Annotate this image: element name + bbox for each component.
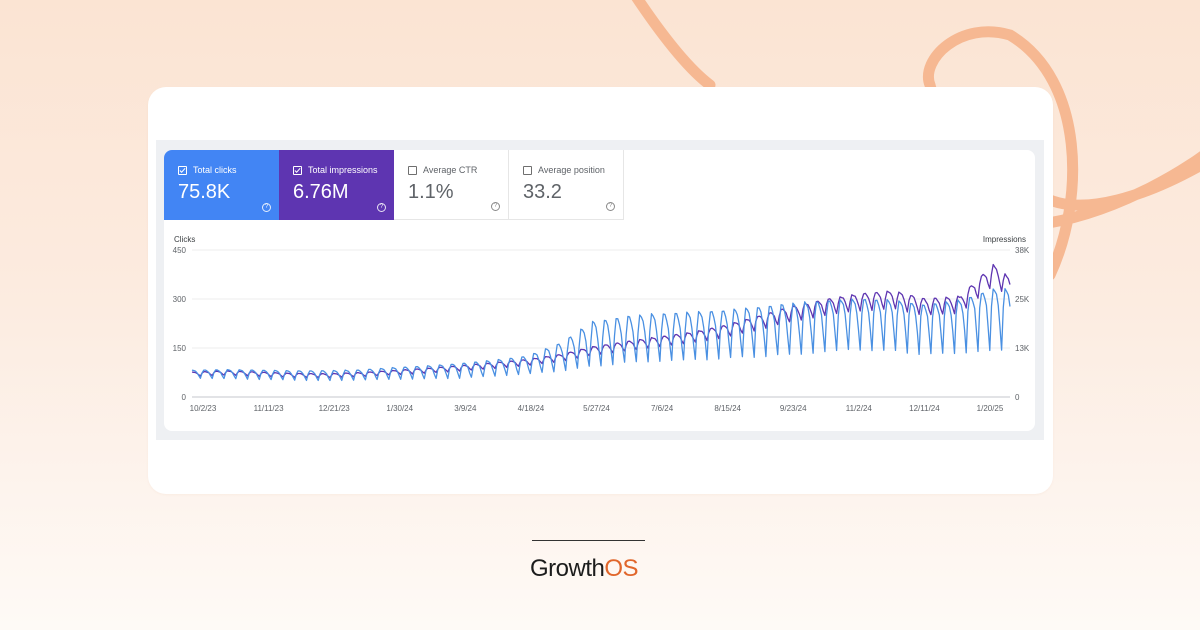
metric-value: 75.8K xyxy=(178,181,231,203)
x-axis-tick: 11/2/24 xyxy=(846,404,873,413)
metric-label: Average CTR xyxy=(423,165,478,175)
x-axis-tick: 1/30/24 xyxy=(386,404,413,413)
left-axis-tick: 450 xyxy=(173,246,187,255)
help-icon[interactable]: ? xyxy=(377,203,386,212)
right-axis-title: Impressions xyxy=(983,235,1026,244)
metric-label: Total clicks xyxy=(193,165,237,175)
performance-panel: Total clicks 75.8K ? Total impressions 6… xyxy=(164,150,1035,431)
help-icon[interactable]: ? xyxy=(262,203,271,212)
x-axis-tick: 11/11/23 xyxy=(254,404,285,413)
metric-value: 1.1% xyxy=(408,181,454,203)
help-icon[interactable]: ? xyxy=(491,202,500,211)
checkbox-unchecked-icon[interactable] xyxy=(408,166,417,175)
checkbox-checked-icon[interactable] xyxy=(178,166,187,175)
left-axis-tick: 300 xyxy=(173,295,187,304)
x-axis-tick: 12/21/23 xyxy=(319,404,351,413)
clicks-series-line xyxy=(191,288,1011,382)
metric-value: 6.76M xyxy=(293,181,349,203)
metric-tile-average-position[interactable]: Average position 33.2 ? xyxy=(509,150,624,220)
x-axis-tick: 9/23/24 xyxy=(780,404,807,413)
left-axis-tick: 0 xyxy=(182,393,187,402)
search-console-screenshot: Total clicks 75.8K ? Total impressions 6… xyxy=(156,140,1044,440)
x-axis-tick: 3/9/24 xyxy=(454,404,477,413)
logo-divider xyxy=(532,540,645,541)
metric-label: Average position xyxy=(538,165,605,175)
right-axis-tick: 25K xyxy=(1015,295,1030,304)
x-axis-tick: 5/27/24 xyxy=(583,404,610,413)
x-axis-tick: 7/6/24 xyxy=(651,404,674,413)
metric-tile-total-clicks[interactable]: Total clicks 75.8K ? xyxy=(164,150,279,220)
metric-tile-total-impressions[interactable]: Total impressions 6.76M ? xyxy=(279,150,394,220)
checkbox-checked-icon[interactable] xyxy=(293,166,302,175)
checkbox-unchecked-icon[interactable] xyxy=(523,166,532,175)
left-axis-tick: 150 xyxy=(173,344,187,353)
performance-chart: Clicks Impressions 450300150038K25K13K01… xyxy=(173,235,1030,413)
dashboard-card: Total clicks 75.8K ? Total impressions 6… xyxy=(148,87,1053,494)
decorative-swirl xyxy=(631,0,1200,281)
logo-text-os: OS xyxy=(604,555,639,582)
logo-text-growth: Growth xyxy=(530,555,605,582)
x-axis-tick: 10/2/23 xyxy=(190,404,217,413)
metric-value: 33.2 xyxy=(523,181,562,203)
help-icon[interactable]: ? xyxy=(606,202,615,211)
metric-tile-average-ctr[interactable]: Average CTR 1.1% ? xyxy=(394,150,509,220)
x-axis-tick: 1/20/25 xyxy=(977,404,1004,413)
right-axis-tick: 13K xyxy=(1015,344,1030,353)
x-axis-tick: 4/18/24 xyxy=(518,404,545,413)
right-axis-tick: 0 xyxy=(1015,393,1020,402)
x-axis-tick: 8/15/24 xyxy=(714,404,741,413)
right-axis-tick: 38K xyxy=(1015,246,1030,255)
x-axis-tick: 12/11/24 xyxy=(909,404,940,413)
metric-label: Total impressions xyxy=(308,165,378,175)
growthos-logo: GrowthOS xyxy=(530,554,639,584)
left-axis-title: Clicks xyxy=(174,235,195,244)
